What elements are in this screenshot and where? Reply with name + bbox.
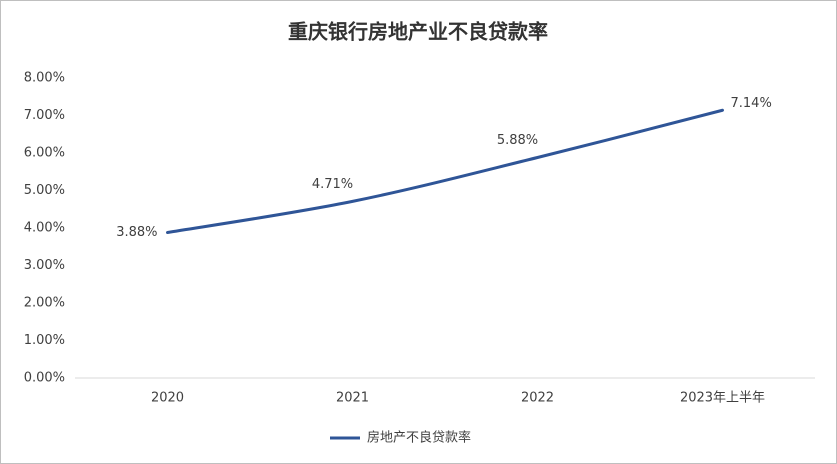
x-tick-label: 2021 <box>336 391 369 406</box>
y-tick-label: 0.00% <box>24 371 65 386</box>
legend-label: 房地产不良贷款率 <box>367 430 471 446</box>
y-tick-label: 7.00% <box>24 108 65 123</box>
y-tick-label: 5.00% <box>24 183 65 198</box>
chart-title: 重庆银行房地产业不良贷款率 <box>288 20 548 44</box>
y-tick-label: 4.00% <box>24 221 65 236</box>
y-tick-label: 2.00% <box>24 296 65 311</box>
data-label: 4.71% <box>312 177 353 192</box>
y-tick-label: 1.00% <box>24 333 65 348</box>
data-label: 7.14% <box>731 96 772 111</box>
x-tick-label: 2023年上半年 <box>680 391 765 406</box>
y-tick-label: 6.00% <box>24 146 65 161</box>
x-tick-label: 2022 <box>521 391 554 406</box>
data-line <box>166 108 724 234</box>
data-label: 3.88% <box>116 225 157 240</box>
data-label: 5.88% <box>497 133 538 148</box>
y-tick-label: 8.00% <box>24 71 65 86</box>
y-tick-label: 3.00% <box>24 258 65 273</box>
x-tick-label: 2020 <box>151 391 184 406</box>
